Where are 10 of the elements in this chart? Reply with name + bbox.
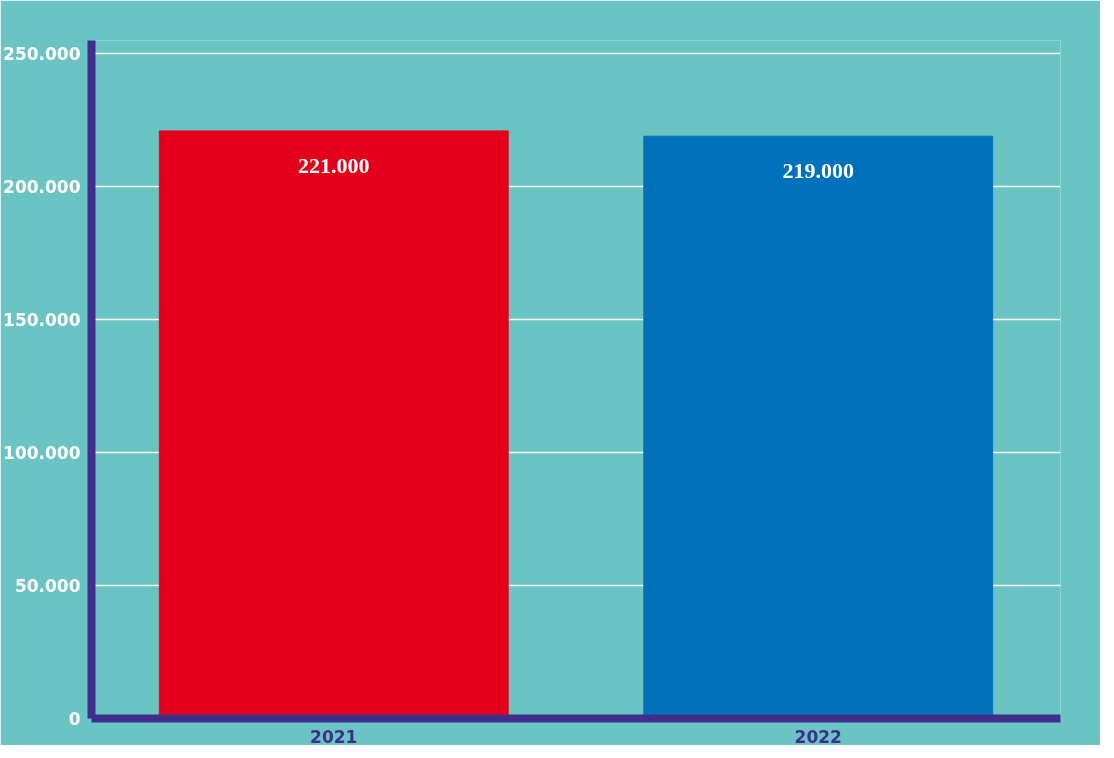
data-label: 219.000 xyxy=(782,158,854,184)
x-tick-label: 2022 xyxy=(794,726,842,747)
data-label: 221.000 xyxy=(298,152,370,178)
y-tick-label: 100.000 xyxy=(3,443,81,464)
y-tick-label: 150.000 xyxy=(3,310,81,331)
y-tick-label: 0 xyxy=(68,709,81,729)
y-tick-label: 250.000 xyxy=(3,44,81,65)
y-tick-label: 50.000 xyxy=(14,576,81,597)
x-tick-label: 2021 xyxy=(310,726,358,747)
y-tick-label: 200.000 xyxy=(3,177,81,198)
